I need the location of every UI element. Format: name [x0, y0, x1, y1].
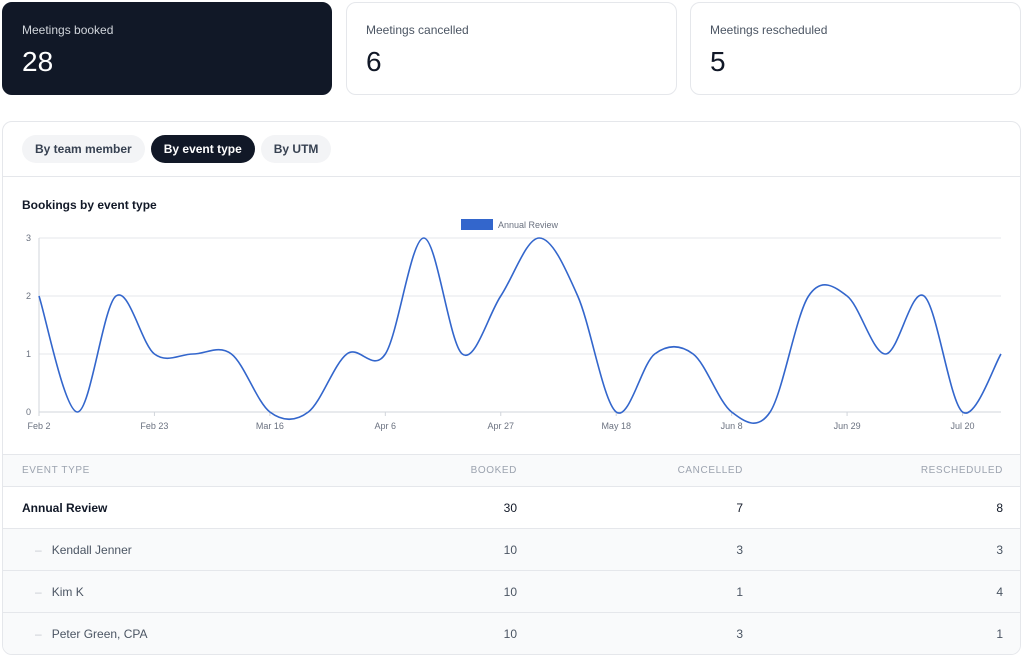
bookings-panel: By team member By event type By UTM Book… [2, 121, 1021, 655]
stat-card-booked: Meetings booked 28 [2, 2, 332, 95]
header-booked[interactable]: BOOKED [470, 465, 517, 476]
y-tick-label: 0 [26, 407, 31, 417]
booked-count: 10 [503, 542, 517, 557]
indent-dash: – [35, 626, 42, 641]
x-tick-label: Jun 29 [834, 421, 861, 431]
rescheduled-count: 1 [996, 626, 1003, 641]
tab-by-team-member[interactable]: By team member [22, 135, 145, 163]
x-tick-label: Apr 6 [375, 421, 397, 431]
table-header-row: EVENT TYPE BOOKED CANCELLED RESCHEDULED [3, 454, 1020, 486]
event-type-name: Annual Review [22, 500, 108, 515]
rescheduled-count: 8 [996, 500, 1003, 515]
breakdown-tabs: By team member By event type By UTM [22, 135, 332, 163]
x-tick-label: Feb 2 [27, 421, 50, 431]
table-row[interactable]: – Kim K 10 1 4 [3, 570, 1020, 612]
tab-by-event-type[interactable]: By event type [150, 135, 255, 163]
x-tick-label: Apr 27 [487, 421, 514, 431]
member-name: – Kim K [35, 571, 84, 612]
cancelled-count: 7 [736, 500, 743, 515]
rescheduled-count: 3 [996, 542, 1003, 557]
y-tick-label: 1 [26, 349, 31, 359]
header-event-type[interactable]: EVENT TYPE [22, 465, 90, 476]
x-tick-label: May 18 [601, 421, 631, 431]
bookings-line-chart: 0 1 2 3 Feb 2 Feb 23 Mar 16 Apr 6 Apr 27 May 18 Ju… [26, 219, 1002, 431]
event-type-table: EVENT TYPE BOOKED CANCELLED RESCHEDULED … [3, 454, 1020, 654]
member-name: – Kendall Jenner [35, 529, 132, 570]
table-row[interactable]: – Peter Green, CPA 10 3 1 [3, 612, 1020, 654]
indent-dash: – [35, 584, 42, 599]
stat-card-cancelled: Meetings cancelled 6 [346, 2, 677, 95]
booked-count: 10 [503, 626, 517, 641]
series-line-0 [38, 237, 1002, 424]
member-name-text: Peter Green, CPA [51, 626, 148, 641]
member-name-text: Kendall Jenner [51, 542, 132, 557]
y-tick-label: 3 [26, 233, 31, 243]
booked-count: 10 [503, 584, 517, 599]
stat-label: Meetings cancelled [366, 23, 469, 37]
table-row[interactable]: – Kendall Jenner 10 3 3 [3, 528, 1020, 570]
booked-count: 30 [503, 500, 517, 515]
table-row-annual-review[interactable]: Annual Review 30 7 8 [3, 486, 1020, 528]
legend-swatch [461, 219, 493, 230]
indent-dash: – [35, 542, 42, 557]
x-tick-label: Jun 8 [721, 421, 743, 431]
cancelled-count: 3 [736, 542, 743, 557]
stat-value: 6 [366, 46, 382, 77]
chart-title: Bookings by event type [22, 198, 157, 212]
cancelled-count: 3 [736, 626, 743, 641]
stat-value: 28 [22, 46, 54, 77]
stat-label: Meetings rescheduled [710, 23, 828, 37]
cancelled-count: 1 [736, 584, 743, 599]
divider [3, 176, 1020, 177]
x-tick-label: Feb 23 [140, 421, 168, 431]
stat-label: Meetings booked [22, 23, 114, 37]
stat-card-rescheduled: Meetings rescheduled 5 [690, 2, 1021, 95]
x-tick-label: Jul 20 [951, 421, 975, 431]
legend-label: Annual Review [498, 220, 559, 230]
member-name-text: Kim K [51, 584, 84, 599]
tab-by-utm[interactable]: By UTM [260, 135, 332, 163]
y-tick-label: 2 [26, 291, 31, 301]
header-cancelled[interactable]: CANCELLED [677, 465, 743, 476]
header-rescheduled[interactable]: RESCHEDULED [920, 465, 1003, 476]
rescheduled-count: 4 [996, 584, 1003, 599]
member-name: – Peter Green, CPA [35, 613, 148, 654]
x-tick-label: Mar 16 [256, 421, 284, 431]
stat-value: 5 [710, 46, 726, 77]
